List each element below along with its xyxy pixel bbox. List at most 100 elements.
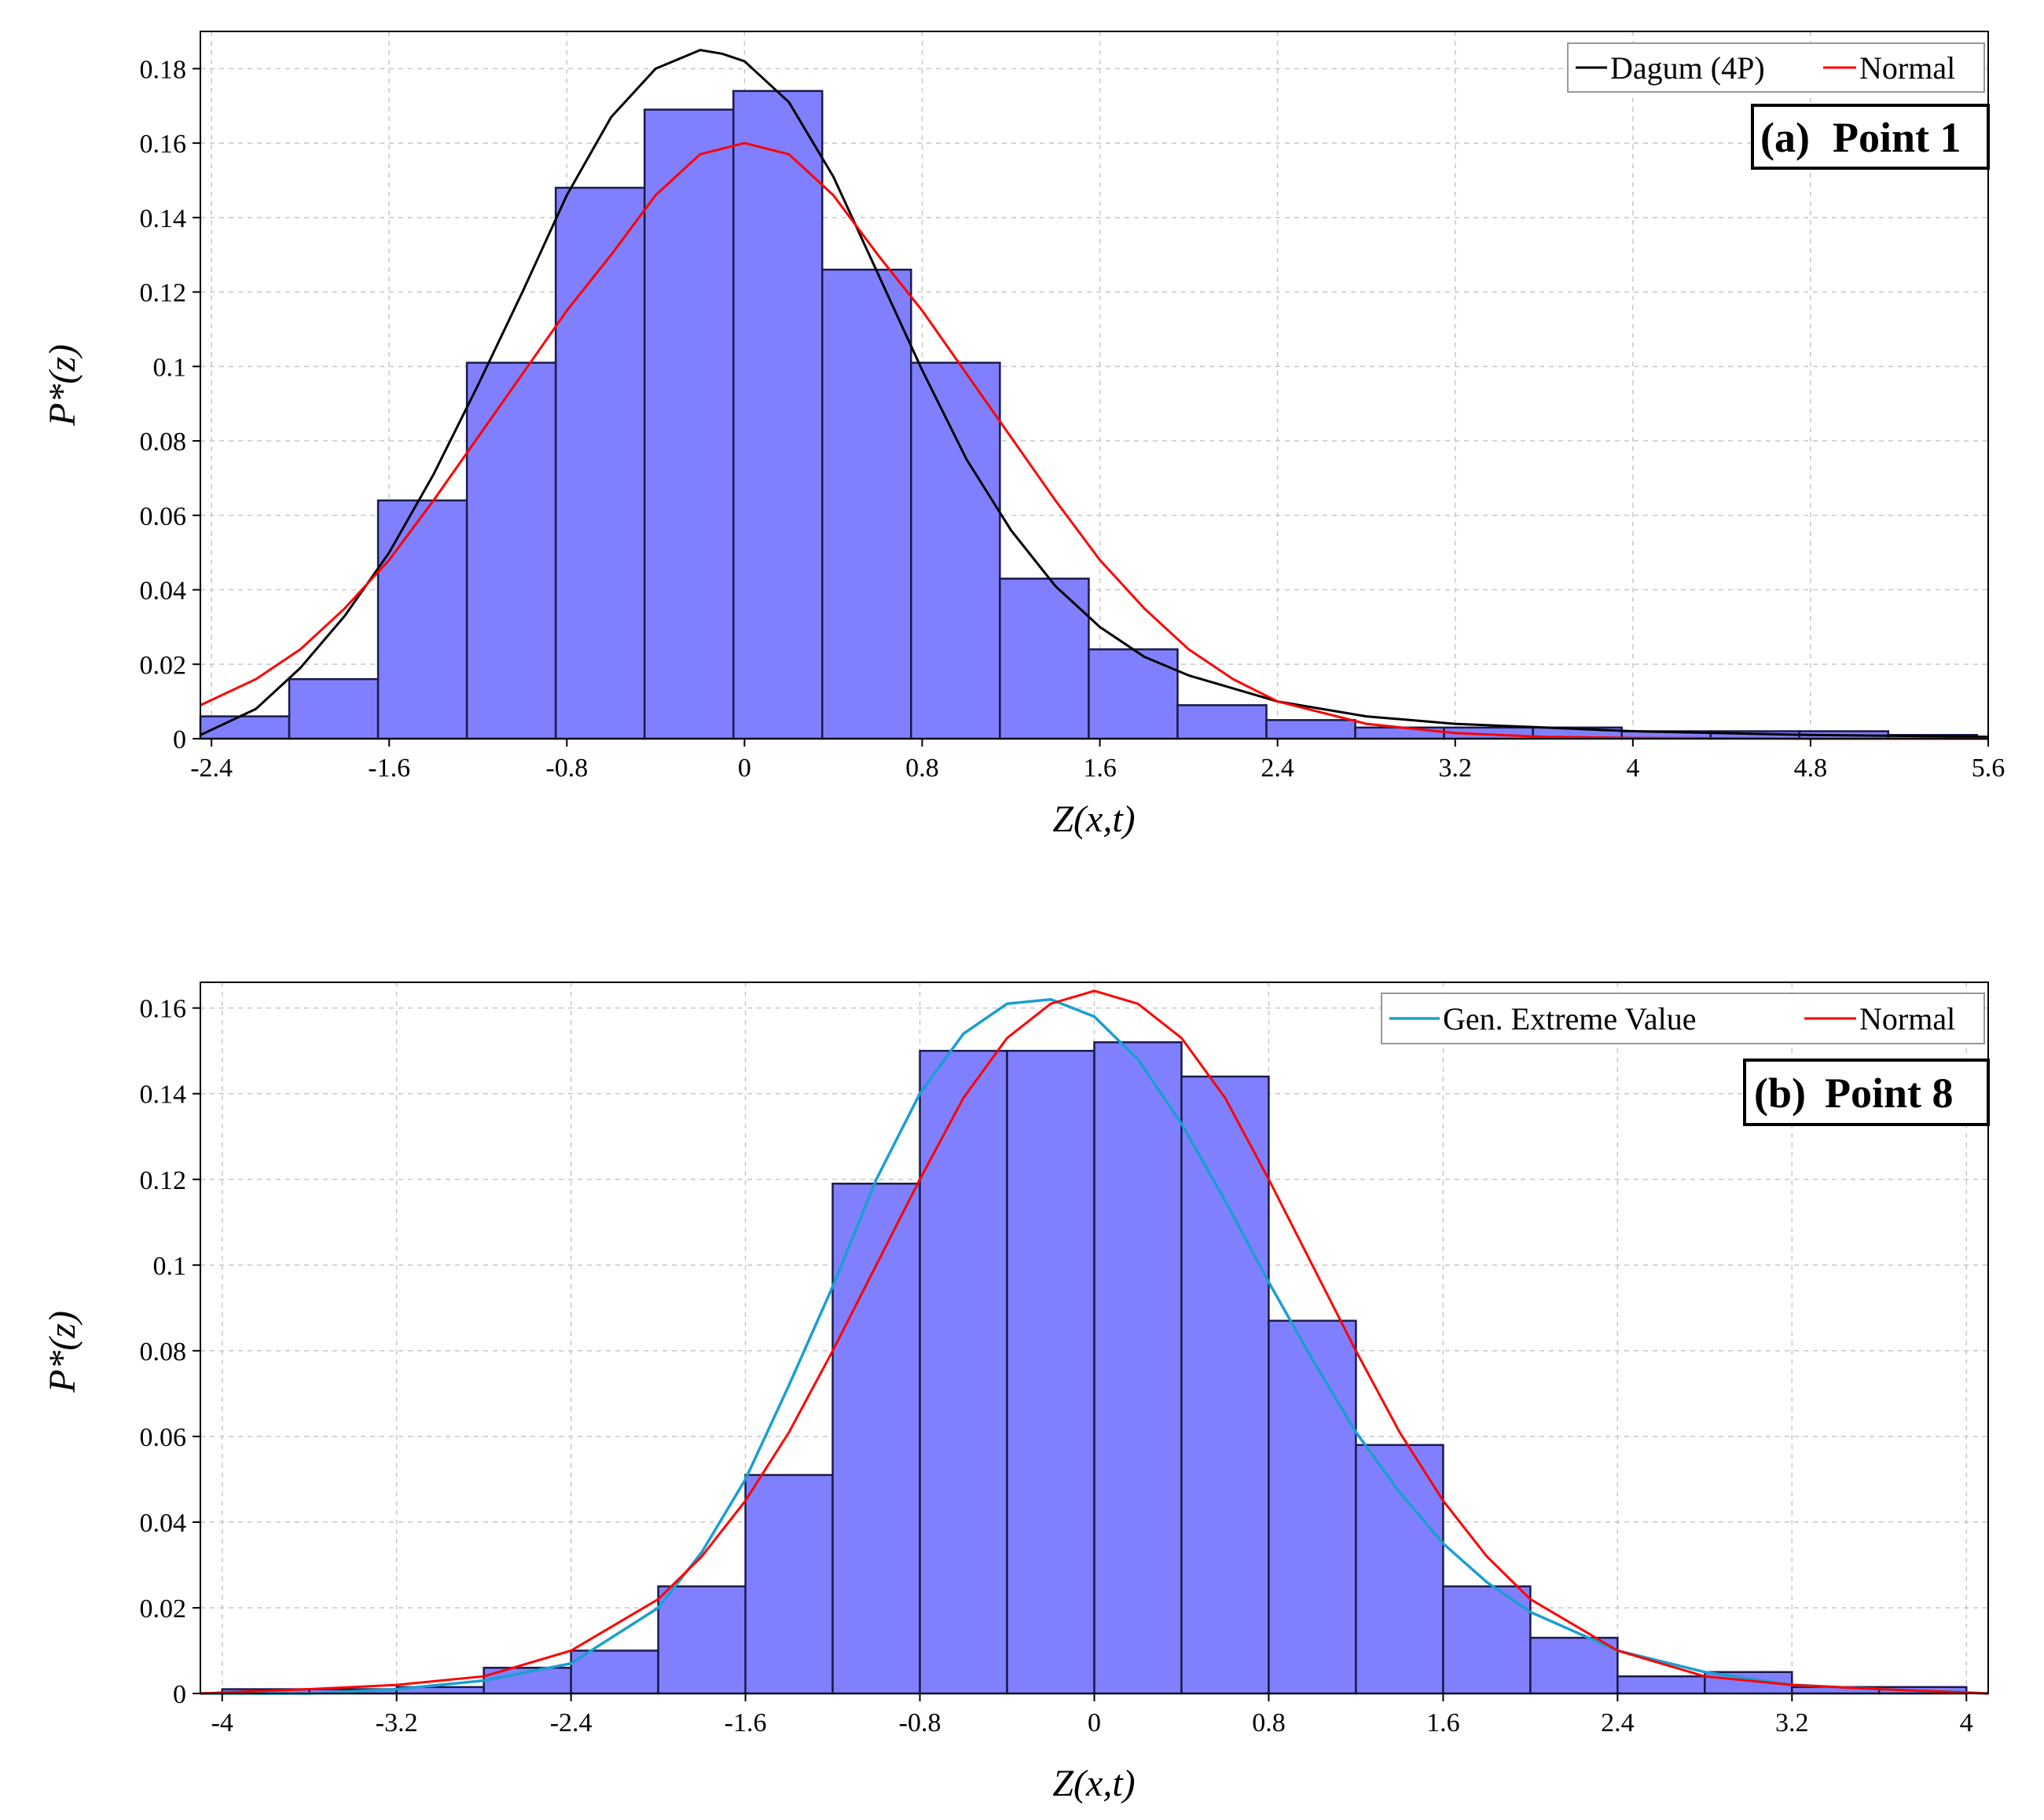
x-tick-label: -3.2 [376, 1708, 418, 1737]
histogram-bar [657, 1585, 747, 1695]
y-tick-label: 0.02 [140, 1594, 187, 1624]
x-ticks-b: -4 -3.2 -2.4 -1.6 -0.8 0 0.8 1.6 2.4 3.2 4 [211, 1693, 1973, 1737]
histogram-bars-a [199, 90, 1979, 740]
y-tick-label: 0.06 [140, 1423, 187, 1452]
panel-title-b: Point 8 [1825, 1070, 1954, 1117]
x-tick-label: 2.4 [1261, 754, 1294, 783]
series-line-normal-a [200, 141, 1988, 740]
x-tick-label: 1.6 [1083, 754, 1117, 783]
x-tick-label: 0 [738, 754, 751, 783]
y-tick-label: 0.14 [140, 1081, 187, 1110]
y-ticks-b: 0 0.02 0.04 0.06 0.08 0.1 0.12 0.14 0.16 [140, 995, 200, 1709]
chart-panel-a: -2.4 -1.6 -0.8 0 0.8 1.6 2.4 3.2 4 4.8 5.6 0 0.02 0.… [42, 31, 2005, 840]
histogram-bar [465, 361, 557, 740]
histogram-bar [910, 361, 1001, 740]
histogram-bar [1265, 719, 1356, 740]
y-tick-label: 0.02 [140, 651, 187, 680]
histogram-bar [288, 677, 380, 740]
panel-letter-a: (a) [1760, 114, 1810, 161]
y-tick-label: 0.08 [140, 1337, 187, 1367]
x-tick-label: 2.4 [1601, 1708, 1635, 1737]
histogram-bar [1006, 1049, 1095, 1695]
y-tick-label: 0.16 [140, 130, 187, 159]
x-axis-title-a: Z(x,t) [1052, 798, 1135, 840]
x-tick-label: 0.8 [905, 754, 939, 783]
panel-label-box-a [1751, 104, 1990, 170]
y-tick-label: 0.18 [140, 55, 187, 84]
histogram-bar [1088, 648, 1179, 740]
x-tick-label: 0.8 [1252, 1708, 1286, 1737]
x-tick-label: -0.8 [899, 1708, 941, 1737]
histogram-bar [1616, 1675, 1706, 1695]
x-axis-title-b: Z(x,t) [1052, 1763, 1135, 1804]
legend-box-a [1567, 42, 1985, 93]
histogram-bar [1093, 1041, 1183, 1695]
legend-b: Gen. Extreme Value Normal [1381, 993, 1985, 1044]
histogram-bar [831, 1182, 921, 1695]
histogram-bar [554, 186, 646, 740]
x-tick-label: 0 [1088, 1708, 1101, 1737]
x-tick-label: -0.8 [545, 754, 588, 783]
x-tick-label: -4 [211, 1708, 233, 1737]
y-ticks-a: 0 0.02 0.04 0.06 0.08 0.1 0.12 0.14 0.16 0.18 [140, 55, 200, 754]
x-tick-label: 4.8 [1794, 754, 1828, 783]
y-tick-label: 0.16 [140, 995, 187, 1024]
legend-label-dagum-4p: Dagum (4P) [1610, 50, 1765, 86]
panel-letter-b: (b) [1754, 1070, 1806, 1117]
y-tick-label: 0.12 [140, 279, 187, 308]
plot-frame-a [200, 31, 1989, 739]
legend-a: Dagum (4P) Normal [1567, 42, 1985, 93]
histogram-bars-b [221, 1041, 1968, 1695]
x-tick-label: 3.2 [1438, 754, 1472, 783]
y-tick-label: 0 [173, 1680, 186, 1709]
histogram-bar [643, 108, 735, 740]
series-line-normal-b [200, 989, 1989, 1695]
legend-label-normal-b: Normal [1859, 1001, 1955, 1037]
y-tick-label: 0.06 [140, 502, 187, 531]
histogram-bar [1180, 1075, 1270, 1695]
x-tick-label: -1.6 [368, 754, 410, 783]
x-tick-label: 4 [1626, 754, 1639, 783]
panel-label-b: (b) Point 8 [1743, 1059, 1990, 1126]
histogram-bar [732, 90, 824, 740]
y-tick-label: 0.04 [140, 577, 187, 606]
x-ticks-a: -2.4 -1.6 -0.8 0 0.8 1.6 2.4 3.2 4 4.8 5.6 [190, 739, 2005, 783]
x-tick-label: -1.6 [725, 1708, 767, 1737]
y-tick-label: 0.14 [140, 204, 187, 233]
y-tick-label: 0.04 [140, 1509, 187, 1538]
histogram-bar [1176, 704, 1268, 740]
panel-title-a: Point 1 [1833, 114, 1961, 161]
histogram-bar [376, 499, 468, 740]
x-tick-label: -2.4 [190, 754, 233, 783]
histogram-bar [999, 578, 1090, 740]
histogram-bar [1529, 1636, 1619, 1695]
histogram-bar [1355, 1444, 1444, 1695]
histogram-bar [1354, 726, 1445, 740]
histogram-bar [1442, 1585, 1532, 1695]
y-tick-label: 0.1 [153, 353, 187, 382]
panel-label-a: (a) Point 1 [1751, 104, 1990, 170]
y-axis-title-a: P*(z) [42, 344, 83, 427]
y-tick-label: 0.08 [140, 427, 187, 457]
legend-label-gen-extreme-value: Gen. Extreme Value [1443, 1001, 1696, 1037]
chart-panel-b: -4 -3.2 -2.4 -1.6 -0.8 0 0.8 1.6 2.4 3.2 4 0 0.02 0.… [42, 982, 1990, 1804]
x-tick-label: -2.4 [550, 1708, 593, 1737]
y-tick-label: 0.1 [153, 1252, 187, 1281]
histogram-bar [1268, 1319, 1357, 1695]
histogram-bar [919, 1049, 1008, 1695]
x-tick-label: 4 [1960, 1708, 1973, 1737]
legend-box-b [1381, 993, 1985, 1044]
x-tick-label: 3.2 [1775, 1708, 1809, 1737]
y-tick-label: 0 [173, 725, 186, 754]
x-tick-label: 5.6 [1972, 754, 2005, 783]
x-tick-label: 1.6 [1426, 1708, 1460, 1737]
series-line-dagum-4p [200, 49, 1989, 739]
histogram-bar [570, 1649, 659, 1695]
y-axis-title-b: P*(z) [42, 1311, 83, 1393]
y-tick-label: 0.12 [140, 1166, 187, 1195]
histogram-bar [744, 1473, 834, 1695]
histogram-bar [821, 268, 912, 740]
legend-label-normal-a: Normal [1859, 50, 1955, 86]
panel-label-box-b [1743, 1059, 1990, 1126]
